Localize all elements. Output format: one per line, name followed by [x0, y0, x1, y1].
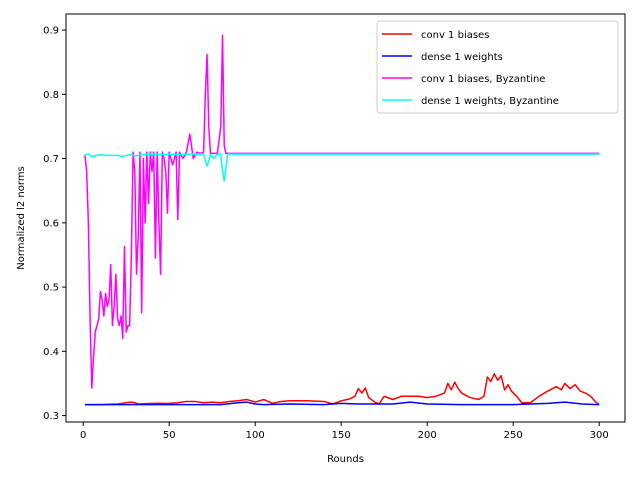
y-tick-label: 0.8	[43, 90, 59, 101]
series-line-4	[84, 153, 600, 182]
x-axis-label: Rounds	[327, 454, 364, 465]
x-tick-label: 150	[332, 430, 351, 441]
series-line-1	[84, 373, 600, 406]
x-tick-label: 300	[590, 430, 609, 441]
x-tick-label: 100	[246, 430, 265, 441]
y-tick-label: 0.7	[43, 154, 59, 165]
series-line-3	[84, 34, 600, 389]
legend: conv 1 biases dense 1 weights conv 1 biase…	[376, 20, 619, 114]
x-tick-label: 50	[163, 430, 176, 441]
y-tick-label: 0.9	[43, 26, 59, 37]
series-line-2	[84, 401, 600, 406]
legend-label-2: dense 1 weights	[421, 52, 503, 63]
y-axis: 0.3 0.4 0.5 0.6 0.7 0.8 0.9	[43, 26, 66, 422]
legend-label-4: dense 1 weights, Byzantine	[421, 96, 559, 107]
y-axis-label: Normalized l2 norms	[16, 166, 27, 270]
series-layer	[84, 34, 600, 406]
legend-box	[376, 20, 619, 114]
y-tick-label: 0.3	[43, 411, 59, 422]
legend-label-3: conv 1 biases, Byzantine	[421, 74, 545, 85]
x-tick-label: 0	[80, 430, 86, 441]
legend-label-1: conv 1 biases	[421, 30, 489, 41]
y-tick-label: 0.4	[43, 347, 59, 358]
x-axis: 0 50 100 150 200 250 300	[80, 422, 609, 441]
x-tick-label: 200	[418, 430, 437, 441]
y-tick-label: 0.5	[43, 283, 59, 294]
y-tick-label: 0.6	[43, 218, 59, 229]
x-tick-label: 250	[504, 430, 523, 441]
plot-frame	[65, 13, 626, 423]
